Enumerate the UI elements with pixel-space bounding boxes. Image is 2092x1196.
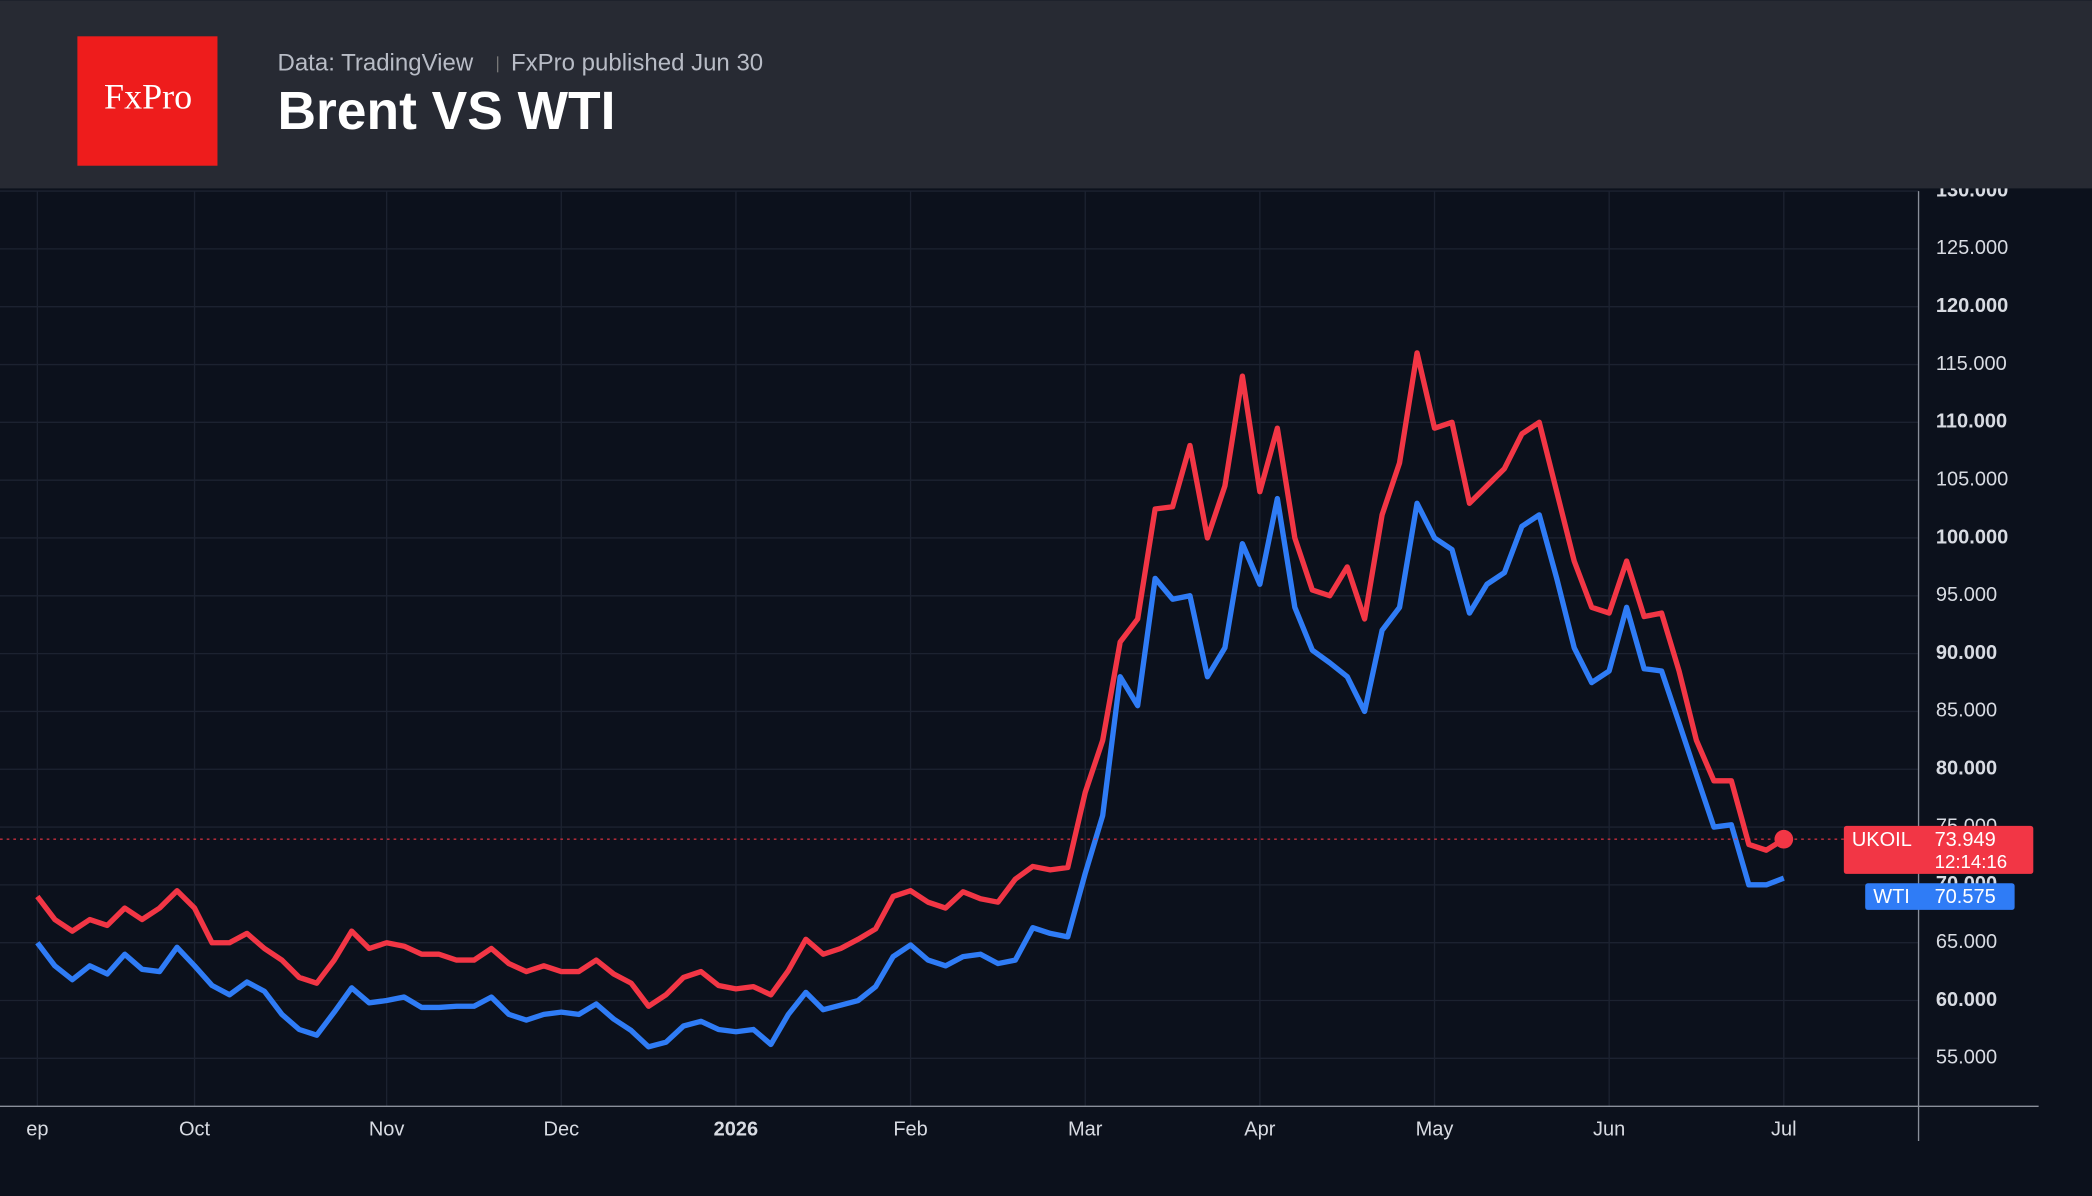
x-tick-label: Mar xyxy=(1068,1119,1103,1141)
x-tick-label: May xyxy=(1416,1119,1454,1141)
y-tick-label: 120.000 xyxy=(1936,295,2008,317)
y-tick-label: 85.000 xyxy=(1936,700,1997,722)
y-tick-label: 95.000 xyxy=(1936,584,1997,606)
y-tick-label: 115.000 xyxy=(1936,353,2007,375)
x-tick-label: Oct xyxy=(179,1119,211,1141)
price-tag-name: WTI xyxy=(1873,886,1910,908)
chart-title: Brent VS WTI xyxy=(278,82,616,141)
price-tag xyxy=(1843,825,2034,874)
y-tick-label: 65.000 xyxy=(1936,931,1997,953)
y-tick-label: 60.000 xyxy=(1936,989,1997,1011)
published: FxPro published Jun 30 xyxy=(511,50,763,77)
y-tick-label: 110.000 xyxy=(1936,411,2007,433)
y-tick-label: 105.000 xyxy=(1936,468,2008,490)
header: FxPro Data: TradingView FxPro published … xyxy=(0,0,2092,189)
x-tick-label: Jul xyxy=(1771,1119,1797,1141)
price-tag-value: 73.949 xyxy=(1935,829,1996,851)
logo-text: FxPro xyxy=(104,77,192,117)
x-tick-label: Jun xyxy=(1593,1119,1625,1141)
y-tick-label: 80.000 xyxy=(1936,758,1997,780)
y-tick-label: 55.000 xyxy=(1936,1047,1997,1069)
series-line xyxy=(35,350,1786,1009)
x-tick-label: Nov xyxy=(369,1119,405,1141)
logo xyxy=(77,36,218,166)
x-tick-label: Dec xyxy=(544,1119,580,1141)
header-bar xyxy=(0,0,2092,189)
plot: 55.00060.00065.00070.00075.00080.00085.0… xyxy=(0,179,2039,1142)
series-line xyxy=(35,495,1785,1050)
x-tick-label: 2026 xyxy=(714,1119,759,1141)
y-tick-label: 100.000 xyxy=(1936,526,2008,548)
price-tag-name: UKOIL xyxy=(1852,829,1912,851)
x-tick-label: ep xyxy=(26,1119,48,1141)
last-point xyxy=(1774,829,1794,849)
y-tick-label: 90.000 xyxy=(1936,642,1997,664)
source: Data: TradingView xyxy=(278,50,474,77)
countdown: 12:14:16 xyxy=(1935,851,2008,872)
x-tick-label: Feb xyxy=(893,1119,927,1141)
x-tick-label: Apr xyxy=(1244,1119,1275,1141)
y-tick-label: 125.000 xyxy=(1936,237,2008,259)
price-tag-value: 70.575 xyxy=(1935,886,1996,908)
price-tag xyxy=(1865,883,2015,910)
